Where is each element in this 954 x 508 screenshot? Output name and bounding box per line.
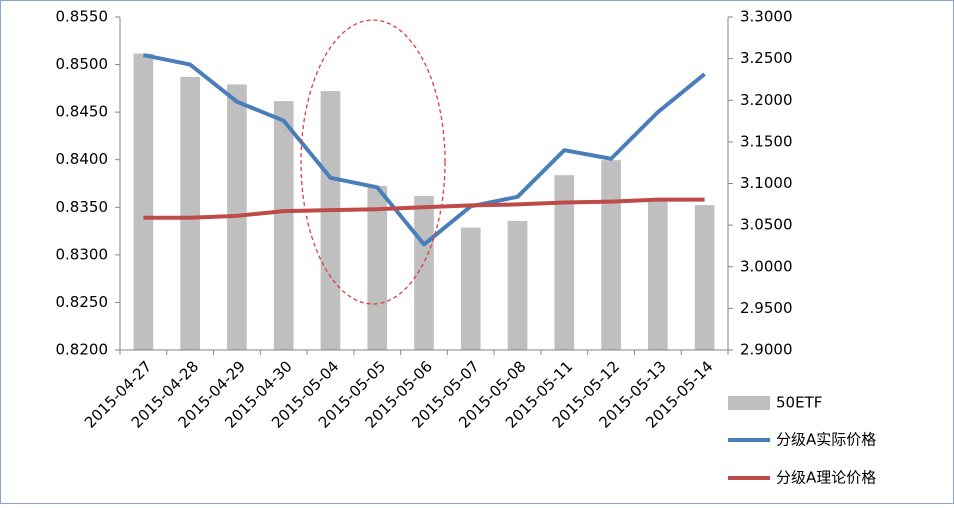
y2-tick-label: 3.1000 <box>740 174 793 192</box>
bar <box>601 160 621 350</box>
bar <box>414 195 434 350</box>
y2-tick-label: 3.2500 <box>740 49 793 67</box>
bar <box>133 53 154 350</box>
bar <box>460 227 481 350</box>
legend-label: 50ETF <box>776 394 822 412</box>
y2-tick-label: 3.0000 <box>740 257 793 275</box>
y2-tick-label: 2.9000 <box>740 341 793 359</box>
y-tick-label: 0.8200 <box>56 341 109 359</box>
y-tick-label: 0.8550 <box>56 8 109 26</box>
legend-label: 分级A实际价格 <box>776 431 876 449</box>
y2-tick-label: 3.1500 <box>740 132 793 150</box>
bar <box>507 220 528 350</box>
bar <box>367 185 388 350</box>
y-tick-label: 0.8500 <box>56 55 109 73</box>
bar <box>694 205 715 350</box>
line <box>142 53 706 247</box>
y2-tick-label: 3.2000 <box>740 91 793 109</box>
legend-label: 分级A理论价格 <box>776 469 876 487</box>
bar <box>648 199 668 350</box>
bar <box>320 91 341 350</box>
y-tick-label: 0.8450 <box>56 103 109 121</box>
line <box>143 197 705 220</box>
bar <box>180 76 200 350</box>
legend-swatch <box>728 396 770 410</box>
y-tick-label: 0.8350 <box>56 198 109 216</box>
y2-tick-label: 3.3000 <box>740 8 793 26</box>
highlight-ellipse <box>300 19 446 305</box>
y-tick-label: 0.8250 <box>56 293 109 311</box>
y-tick-label: 0.8300 <box>56 245 109 263</box>
y-tick-label: 0.8400 <box>56 150 109 168</box>
bar <box>554 175 575 350</box>
y2-tick-label: 2.9500 <box>740 299 793 317</box>
y2-tick-label: 3.0500 <box>740 216 793 234</box>
bar <box>273 101 294 351</box>
